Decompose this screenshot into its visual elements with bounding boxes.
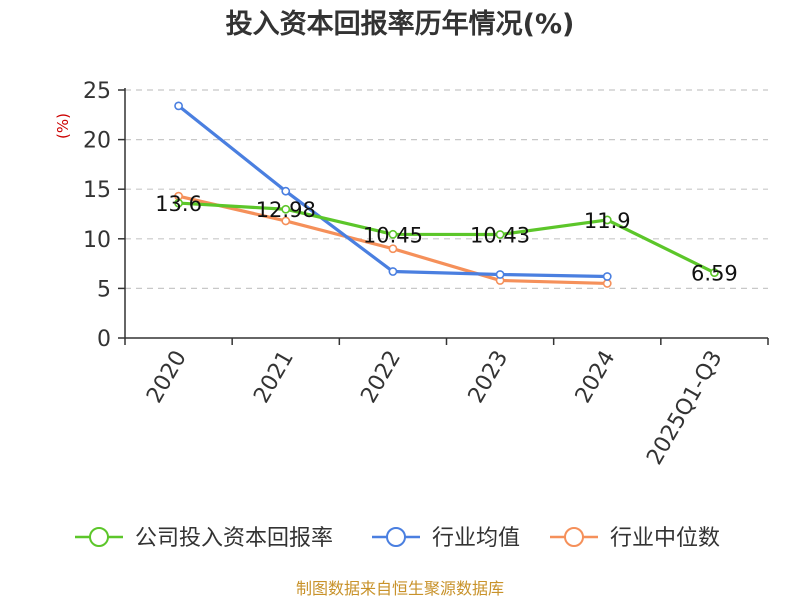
legend-item[interactable]: 公司投入资本回报率: [75, 526, 333, 551]
data-point: [281, 216, 291, 226]
data-point: [281, 204, 291, 214]
x-tick-label: 2023: [464, 347, 514, 408]
data-point: [388, 267, 398, 276]
y-tick-label: 0: [97, 327, 111, 352]
grid-layer: [125, 89, 768, 289]
data-point: [174, 101, 183, 111]
data-point: [602, 215, 612, 225]
data-label: 12.98: [256, 198, 316, 222]
data-point: [602, 272, 612, 281]
chart-title: 投入资本回报率历年情况(%): [226, 8, 575, 40]
y-tick-label: 20: [83, 129, 111, 154]
data-label: 11.9: [584, 209, 631, 233]
source-note: 制图数据来自恒生聚源数据库: [296, 579, 504, 598]
y-tick-label: 15: [83, 178, 111, 203]
x-tick-label: 2024: [571, 347, 621, 408]
y-tick-label: 5: [97, 277, 111, 302]
legend-marker-icon: [386, 527, 406, 547]
data-point: [495, 230, 505, 239]
legend-marker-icon: [89, 527, 109, 547]
x-tick-label: 2021: [249, 347, 299, 408]
legend-label: 公司投入资本回报率: [135, 526, 333, 551]
legend-label: 行业中位数: [610, 526, 720, 551]
data-label: 10.43: [470, 224, 530, 248]
data-point: [602, 279, 612, 288]
legend: 公司投入资本回报率 行业均值 行业中位数: [75, 526, 720, 551]
data-label: 6.59: [691, 262, 738, 286]
data-point: [281, 186, 291, 196]
data-label: 13.6: [155, 192, 202, 216]
data-point: [174, 198, 183, 208]
legend-marker-icon: [564, 527, 584, 547]
data-point: [710, 268, 719, 278]
series-layer: [174, 101, 719, 288]
y-tick-label: 10: [83, 228, 111, 253]
legend-item[interactable]: 行业均值: [372, 526, 520, 551]
data-label-layer: 13.6 12.98 10.45 10.43 11.9 6.59: [155, 192, 738, 286]
y-tick-label: 25: [83, 79, 111, 104]
data-point: [495, 270, 505, 279]
axis-layer: 0 5 10 15 20 25 2020 2021 2022 2023 2024 2025Q1-Q3: [83, 79, 769, 470]
data-label: 10.45: [363, 223, 423, 247]
legend-item[interactable]: 行业中位数: [550, 526, 720, 551]
series-line: [176, 201, 717, 275]
x-tick-label: 2025Q1-Q3: [642, 347, 727, 470]
x-tick-label: 2020: [142, 347, 192, 408]
legend-label: 行业均值: [432, 526, 520, 551]
data-point: [388, 229, 398, 239]
data-point: [388, 244, 398, 254]
y-axis-label: (%): [54, 113, 72, 139]
x-tick-label: 2022: [356, 347, 406, 408]
